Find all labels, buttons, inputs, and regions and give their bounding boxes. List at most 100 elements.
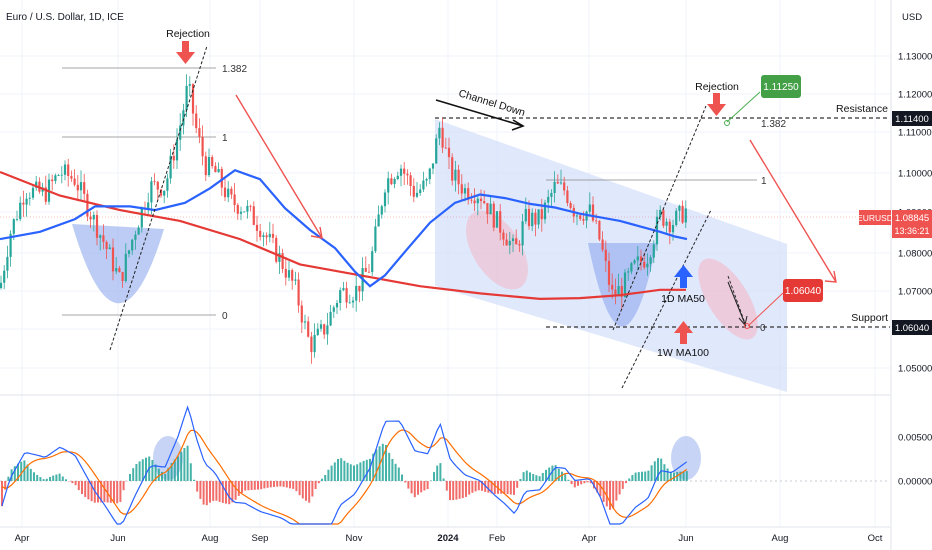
macd-hist-bar [631,475,634,481]
candle-body [28,197,31,199]
candle-body [486,203,489,215]
candle-body [220,169,223,188]
candle-body [543,202,547,220]
macd-hist-bar [321,478,323,481]
candle-body [403,168,406,174]
macd-hist-bar [500,481,503,494]
macd-hist-bar [45,478,48,481]
candle-body [323,324,326,335]
candle-body [431,163,435,169]
candle-body [134,234,137,240]
candle-body [284,268,287,278]
ma100-arrow [674,321,693,344]
candle-body [211,157,214,167]
candle-body [630,263,633,272]
rejection-label-left: Rejection [166,28,210,40]
candle-body [441,127,444,148]
candle-body [614,289,617,295]
macd-hist-bar [385,445,387,481]
candle-body [537,209,540,225]
candle-body [63,164,67,175]
candle-body [86,193,89,217]
candle-body [399,168,403,176]
candle-body [252,206,255,225]
macd-hist-bar [589,481,592,484]
candle-body [390,178,393,185]
fib-label-left-1: 1 [222,133,228,144]
macd-hist-bar [1,481,3,507]
candle-body [540,209,543,220]
candle-body [329,311,332,326]
macd-hist-bar [132,468,135,481]
macd-hist-bar [221,481,224,503]
price-tick-label: 1.12000 [898,90,932,101]
candle-body [585,211,588,221]
candle-body [137,227,140,235]
macd-hist-bar [413,481,416,498]
candle-body [230,188,233,195]
arrow-jul-down [749,139,837,283]
candle-body [275,237,278,262]
candle-body [479,198,483,202]
time-tick-label: Apr [15,533,30,544]
macd-hist-bar [685,471,688,481]
macd-hist-bar [564,474,567,481]
last-price-text: 1.08845 [895,213,929,224]
macd-hist-bar [580,481,583,485]
candle-body [502,232,505,240]
candle-body [89,216,92,220]
candle-body [575,215,579,217]
macd-hist-bar [154,464,157,481]
macd-hist-bar [26,464,29,481]
macd-hist-bar [404,481,407,483]
candle-body [307,321,310,337]
macd-hist-bar [394,463,397,481]
macd-hist-bar [471,481,474,493]
macd-hist-bar [116,481,119,504]
macd-hist-bar [359,462,362,481]
candle-body [582,218,585,221]
candle-body [415,192,419,197]
candle-body [422,180,425,190]
macd-hist-bar [529,472,531,481]
candle-body [236,205,239,214]
macd-hist-bar [135,464,138,481]
macd-hist-bar [49,477,51,481]
candle-body [92,215,95,220]
eurusd-name-text: EURUSD [857,213,893,223]
macd-hist-bar [439,463,442,481]
macd-hist-bar [525,470,528,481]
macd-hist-bar [429,480,432,481]
channel-down-arrow-head [511,119,525,131]
green-connector [726,91,761,123]
macd-hist-bar [161,471,163,481]
macd-hist-bar [215,481,218,501]
candle-body [335,303,339,308]
candle-body [201,136,204,157]
candle-body [79,182,83,191]
candle-body [124,253,127,281]
candle-body [278,253,281,262]
time-axis-ticks: Apr Jun Aug Sep Nov 2024 Feb Apr Jun Aug Oct [15,533,883,544]
candle-body [195,113,198,129]
candle-body [467,188,470,200]
macd-hist-bar [605,481,608,507]
macd-hist-bar [55,474,58,481]
macd-hist-bar [365,459,368,481]
time-tick-label: Apr [582,533,597,544]
candle-body [153,181,156,183]
resistance-label: Resistance [836,103,888,115]
macd-hist-bar [244,481,247,491]
candle-body [550,193,553,197]
candle-body [665,221,668,226]
fib-label-right-1: 1 [761,176,767,187]
macd-hist-bar [241,481,243,493]
rejection-arrow-right [707,93,726,116]
macd-hist-bar [455,481,458,500]
candle-body [681,205,684,223]
candle-body [25,198,28,205]
macd-hist-bar [388,452,391,481]
candle-body [99,235,102,238]
macd-hist-bar [311,481,314,497]
